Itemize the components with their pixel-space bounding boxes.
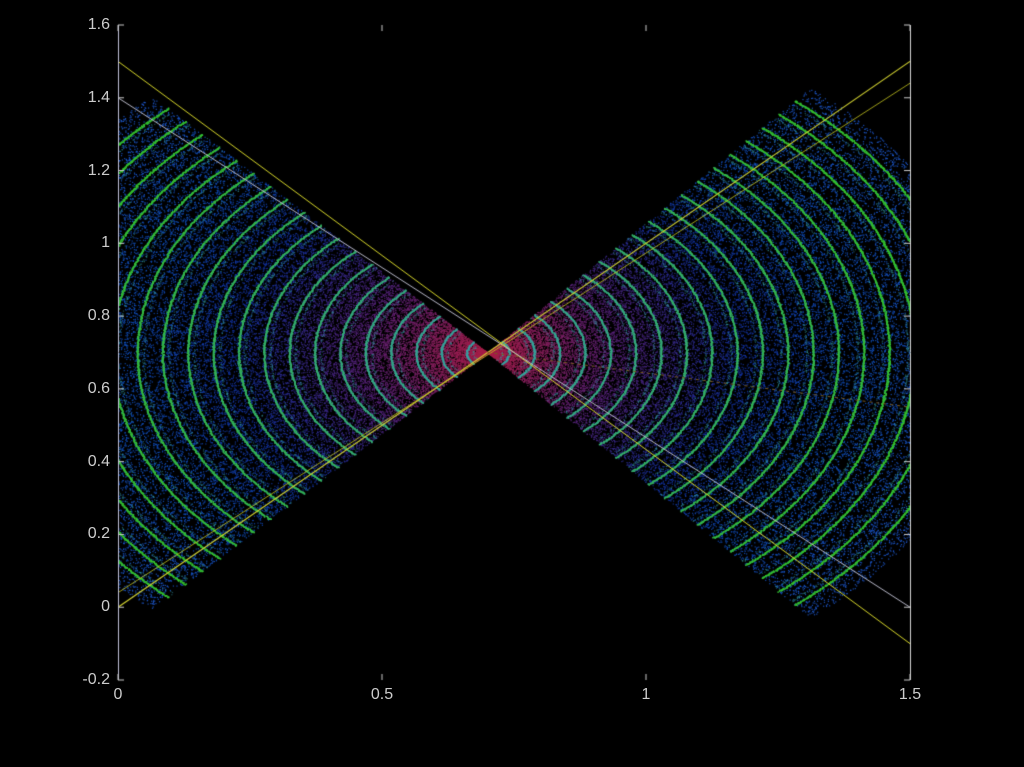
axis-tick-label: 1 (642, 686, 651, 704)
plot-canvas (0, 0, 1024, 767)
axis-tick-label: 1 (101, 234, 110, 252)
axis-tick-label: 1.4 (88, 89, 110, 107)
axis-tick-label: 0 (101, 598, 110, 616)
axis-tick-label: 1.5 (899, 686, 921, 704)
axis-tick-label: 1.2 (88, 162, 110, 180)
axis-tick-label: 0.4 (88, 453, 110, 471)
axis-tick-label: -0.2 (82, 671, 110, 689)
axis-tick-label: 0.5 (371, 686, 393, 704)
axis-tick-label: 0.8 (88, 307, 110, 325)
plot-container: 00.511.5-0.200.20.40.60.811.21.41.6 (0, 0, 1024, 767)
axis-tick-label: 1.6 (88, 16, 110, 34)
axis-tick-label: 0.2 (88, 525, 110, 543)
axis-tick-label: 0.6 (88, 380, 110, 398)
axis-tick-label: 0 (114, 686, 123, 704)
